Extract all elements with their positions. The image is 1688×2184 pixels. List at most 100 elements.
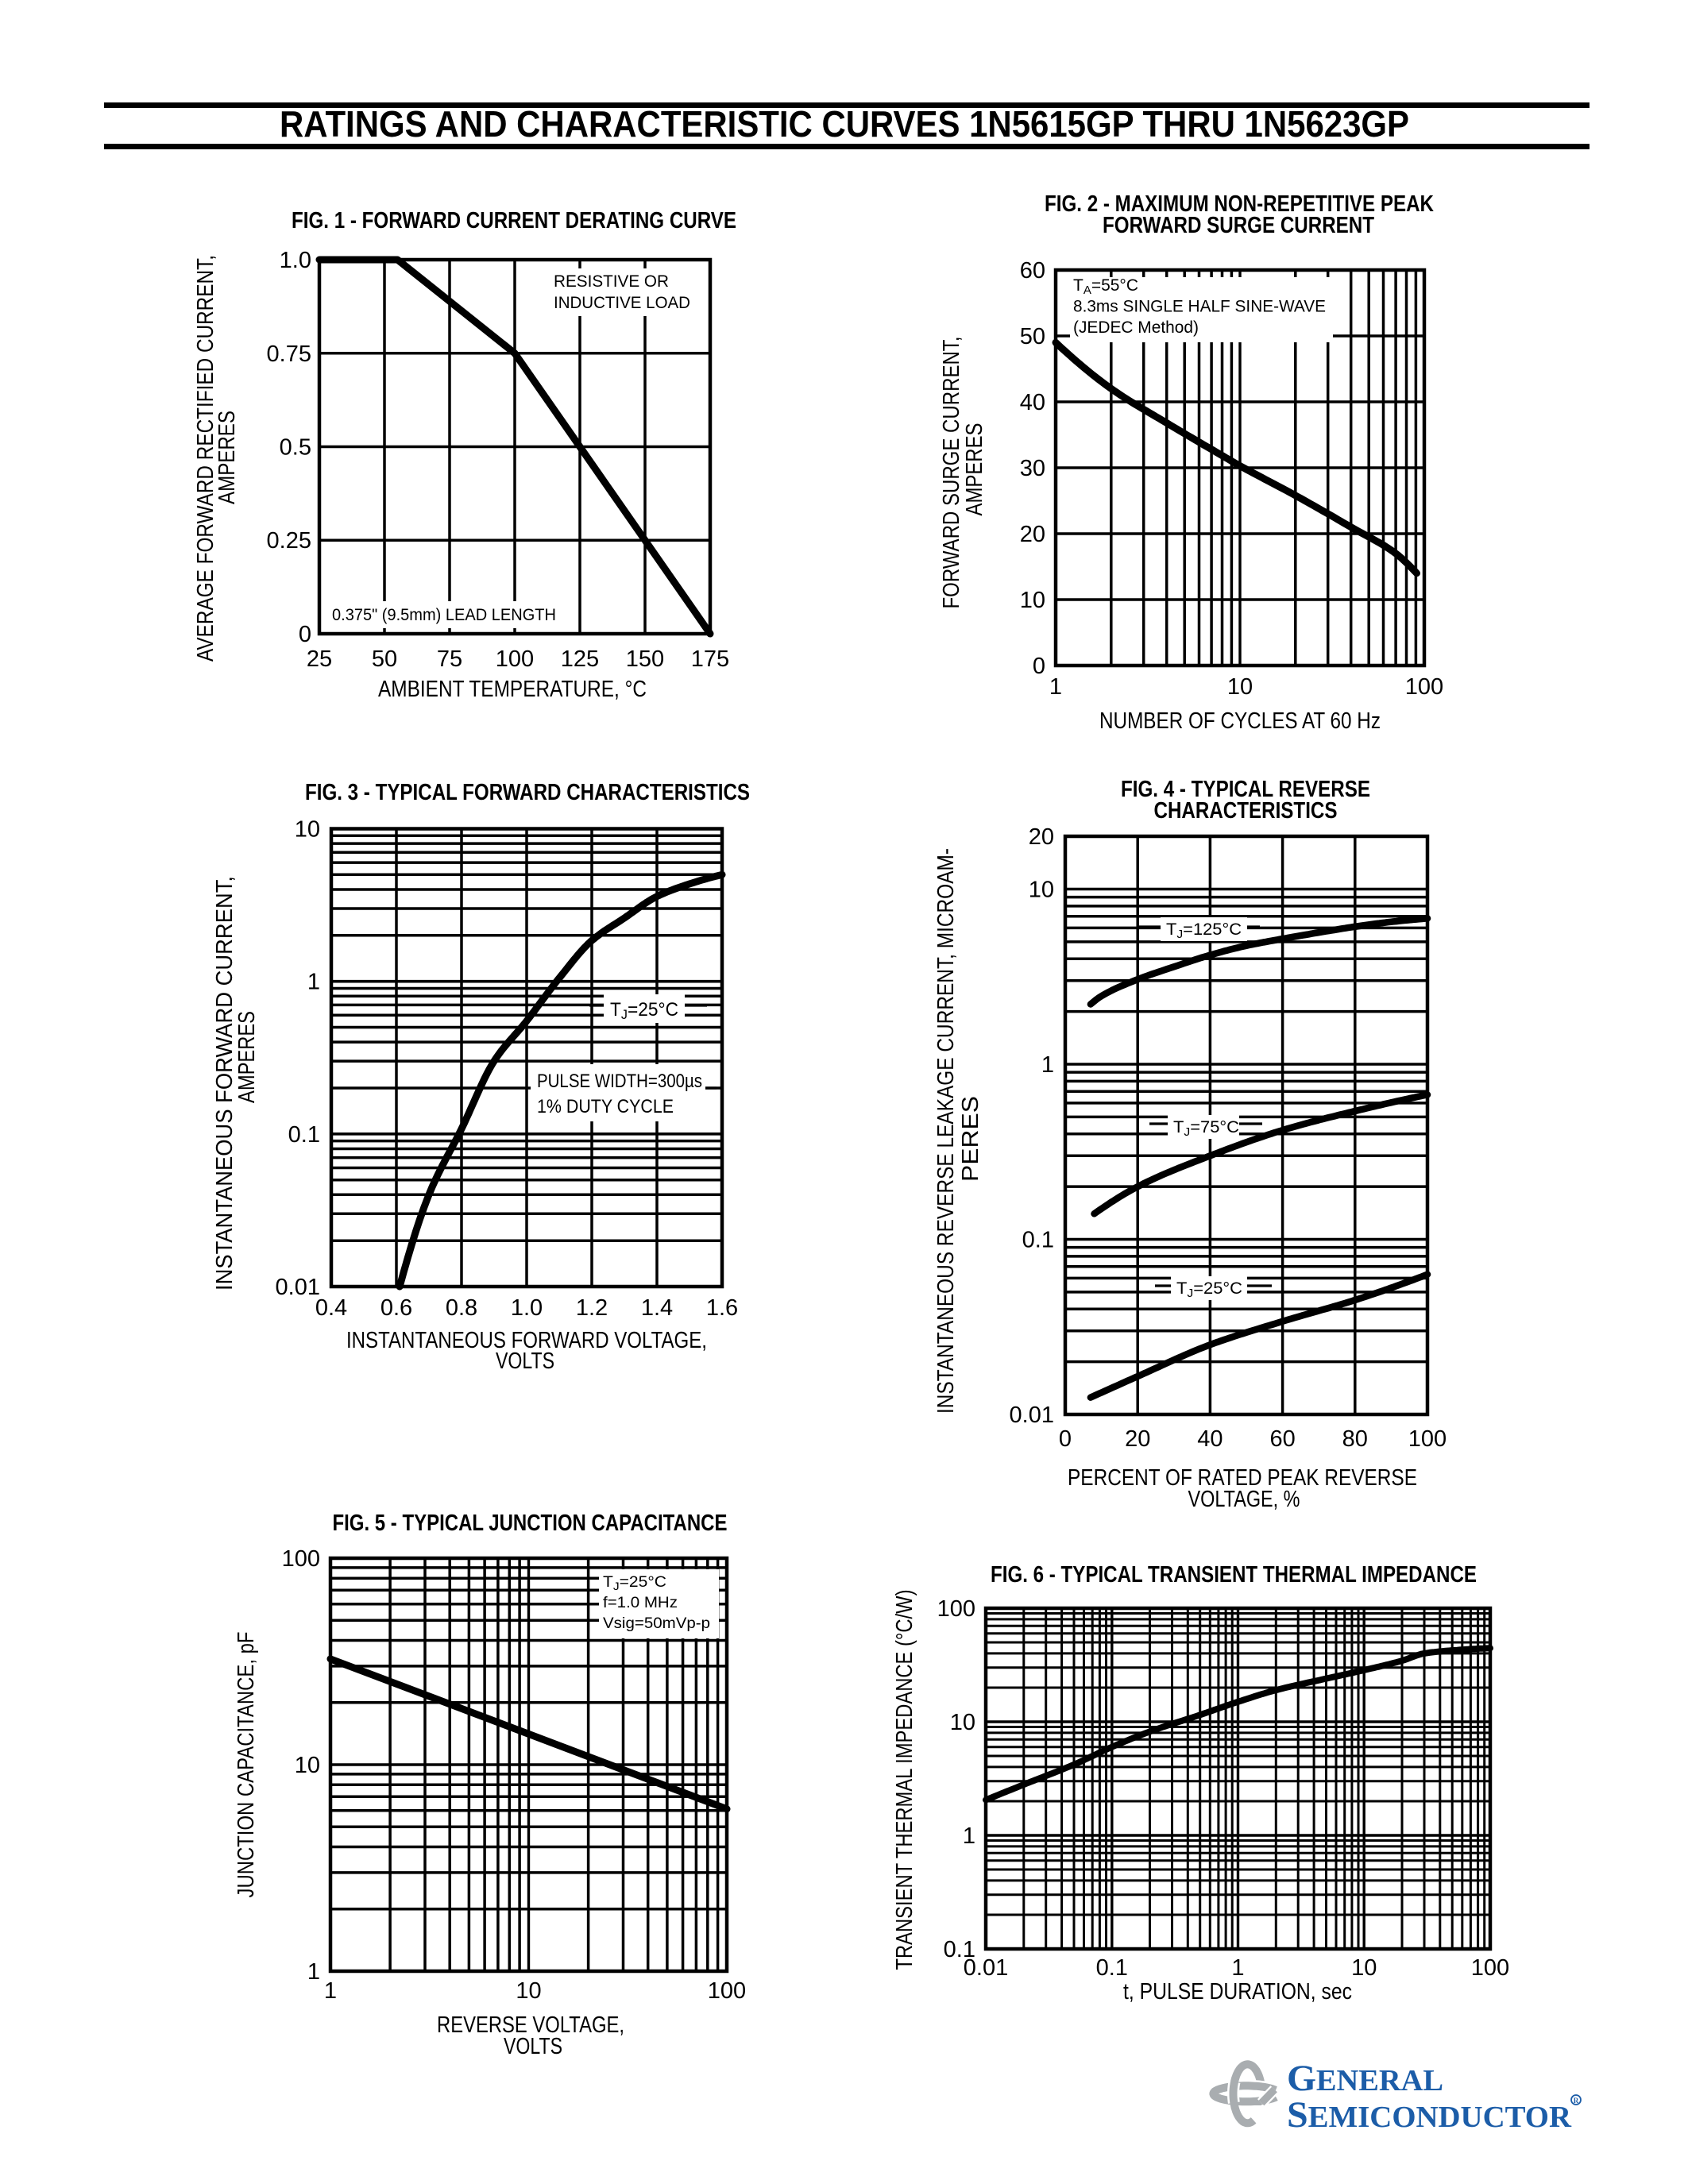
svg-text:0.01: 0.01	[1010, 1403, 1054, 1428]
svg-text:30: 30	[1020, 456, 1045, 481]
svg-text:100: 100	[708, 1978, 746, 2004]
svg-text:TRANSIENT THERMAL IMPEDANCE (°: TRANSIENT THERMAL IMPEDANCE (°C/W)	[892, 1590, 917, 1970]
svg-text:FIG. 5 - TYPICAL JUNCTION CAPA: FIG. 5 - TYPICAL JUNCTION CAPACITANCE	[333, 1511, 728, 1536]
svg-text:JUNCTION CAPACITANCE, pF: JUNCTION CAPACITANCE, pF	[234, 1632, 259, 1898]
svg-text:1: 1	[324, 1978, 337, 2004]
svg-text:SEMICONDUCTOR: SEMICONDUCTOR	[1287, 2094, 1572, 2136]
svg-text:1: 1	[1049, 674, 1062, 700]
svg-text:FORWARD SURGE CURRENT,: FORWARD SURGE CURRENT,	[939, 337, 964, 609]
svg-text:25: 25	[307, 646, 332, 672]
svg-text:50: 50	[1020, 324, 1045, 349]
svg-text:VOLTS: VOLTS	[496, 1349, 554, 1374]
svg-text:20: 20	[1125, 1426, 1150, 1452]
svg-text:INSTANTANEOUS FORWARD CURRENT,: INSTANTANEOUS FORWARD CURRENT,	[212, 876, 238, 1291]
svg-text:175: 175	[691, 646, 729, 672]
svg-text:10: 10	[950, 1710, 975, 1735]
svg-text:1.0: 1.0	[280, 248, 311, 273]
svg-text:100: 100	[282, 1546, 320, 1572]
svg-text:125: 125	[561, 646, 599, 672]
svg-text:1: 1	[1231, 1955, 1244, 1981]
svg-text:FIG. 2 - MAXIMUM NON-REPETITIV: FIG. 2 - MAXIMUM NON-REPETITIVE PEAK	[1045, 191, 1434, 217]
svg-text:AMPERES: AMPERES	[214, 411, 240, 504]
svg-text:1: 1	[307, 970, 320, 995]
svg-text:f=1.0 MHz: f=1.0 MHz	[603, 1595, 678, 1611]
svg-text:75: 75	[437, 646, 462, 672]
svg-text:1.4: 1.4	[641, 1295, 673, 1321]
svg-text:0.1: 0.1	[1022, 1228, 1054, 1253]
svg-text:TJ=25°C: TJ=25°C	[1176, 1279, 1242, 1300]
svg-text:10: 10	[1351, 1955, 1377, 1981]
svg-text:Vsig=50mVp-p: Vsig=50mVp-p	[603, 1615, 710, 1632]
svg-text:40: 40	[1197, 1426, 1223, 1452]
svg-text:INSTANTANEOUS REVERSE LEAKAGE: INSTANTANEOUS REVERSE LEAKAGE CURRENT, M…	[933, 848, 959, 1414]
svg-text:PULSE WIDTH=300µs: PULSE WIDTH=300µs	[537, 1071, 702, 1092]
svg-text:20: 20	[1029, 824, 1054, 850]
svg-text:0: 0	[1033, 654, 1045, 679]
svg-text:0: 0	[1059, 1426, 1072, 1452]
svg-text:NUMBER OF CYCLES AT 60 Hz: NUMBER OF CYCLES AT 60 Hz	[1099, 708, 1381, 734]
svg-text:10: 10	[516, 1978, 541, 2004]
svg-text:AVERAGE FORWARD RECTIFIED CURR: AVERAGE FORWARD RECTIFIED CURRENT,	[193, 255, 218, 662]
svg-text:TA=55°C: TA=55°C	[1073, 276, 1138, 297]
svg-text:INSTANTANEOUS FORWARD VOLTAGE,: INSTANTANEOUS FORWARD VOLTAGE,	[346, 1328, 707, 1353]
svg-text:0: 0	[299, 622, 311, 647]
svg-text:t, PULSE DURATION, sec: t, PULSE DURATION, sec	[1123, 1979, 1352, 2005]
svg-text:0.1: 0.1	[1096, 1955, 1128, 1981]
svg-text:VOLTAGE, %: VOLTAGE, %	[1188, 1487, 1300, 1512]
svg-text:0.01: 0.01	[964, 1955, 1008, 1981]
svg-text:8.3ms SINGLE HALF SINE-WAVE: 8.3ms SINGLE HALF SINE-WAVE	[1073, 298, 1326, 316]
svg-text:FIG. 6 - TYPICAL TRANSIENT THE: FIG. 6 - TYPICAL TRANSIENT THERMAL IMPED…	[991, 1562, 1477, 1588]
svg-text:VOLTS: VOLTS	[504, 2034, 562, 2059]
svg-text:AMBIENT TEMPERATURE, °C: AMBIENT TEMPERATURE, °C	[378, 677, 647, 702]
svg-text:R: R	[1574, 2097, 1579, 2105]
svg-text:20: 20	[1020, 522, 1045, 547]
svg-text:TJ=25°C: TJ=25°C	[610, 999, 678, 1022]
svg-text:RESISTIVE OR: RESISTIVE OR	[554, 272, 669, 291]
svg-text:1.0: 1.0	[511, 1295, 543, 1321]
svg-text:1.2: 1.2	[576, 1295, 608, 1321]
svg-text:0.5: 0.5	[280, 435, 311, 461]
svg-text:10: 10	[1020, 588, 1045, 613]
svg-text:1.6: 1.6	[706, 1295, 738, 1321]
svg-text:100: 100	[496, 646, 534, 672]
svg-text:10: 10	[1029, 878, 1054, 903]
svg-text:GENERAL: GENERAL	[1287, 2058, 1443, 2099]
svg-text:60: 60	[1020, 258, 1045, 284]
svg-text:0.01: 0.01	[276, 1275, 320, 1300]
svg-text:0.75: 0.75	[267, 341, 311, 367]
svg-text:60: 60	[1269, 1426, 1295, 1452]
svg-text:FIG. 3 - TYPICAL FORWARD CHARA: FIG. 3 - TYPICAL FORWARD CHARACTERISTICS	[305, 780, 750, 805]
svg-text:REVERSE VOLTAGE,: REVERSE VOLTAGE,	[437, 2012, 624, 2038]
svg-text:TJ=75°C: TJ=75°C	[1173, 1118, 1239, 1139]
svg-text:TJ=125°C: TJ=125°C	[1166, 920, 1242, 941]
svg-text:150: 150	[626, 646, 664, 672]
svg-text:0.1: 0.1	[944, 1937, 975, 1962]
svg-text:10: 10	[295, 1753, 320, 1778]
svg-text:10: 10	[295, 817, 320, 843]
svg-text:AMPERES: AMPERES	[962, 423, 987, 516]
svg-text:0.8: 0.8	[446, 1295, 477, 1321]
svg-text:PERES: PERES	[958, 1096, 983, 1182]
svg-text:0.4: 0.4	[315, 1295, 347, 1321]
svg-text:(JEDEC Method): (JEDEC Method)	[1073, 318, 1199, 337]
svg-text:100: 100	[1405, 674, 1443, 700]
svg-text:50: 50	[372, 646, 397, 672]
svg-text:1: 1	[1041, 1052, 1054, 1078]
svg-text:FIG. 1 - FORWARD CURRENT DERAT: FIG. 1 - FORWARD CURRENT DERATING CURVE	[292, 208, 736, 233]
svg-text:10: 10	[1227, 674, 1253, 700]
svg-text:80: 80	[1342, 1426, 1368, 1452]
svg-text:100: 100	[1471, 1955, 1509, 1981]
svg-text:100: 100	[937, 1596, 975, 1622]
svg-text:INDUCTIVE LOAD: INDUCTIVE LOAD	[554, 294, 690, 312]
svg-text:0.375" (9.5mm) LEAD LENGTH: 0.375" (9.5mm) LEAD LENGTH	[332, 606, 556, 624]
svg-text:1% DUTY CYCLE: 1% DUTY CYCLE	[537, 1096, 674, 1117]
svg-text:TJ=25°C: TJ=25°C	[603, 1574, 666, 1592]
svg-text:PERCENT OF RATED PEAK REVERSE: PERCENT OF RATED PEAK REVERSE	[1068, 1465, 1417, 1491]
svg-text:FIG. 4 - TYPICAL REVERSE: FIG. 4 - TYPICAL REVERSE	[1121, 777, 1370, 802]
svg-text:CHARACTERISTICS: CHARACTERISTICS	[1154, 798, 1338, 824]
svg-text:0.6: 0.6	[380, 1295, 412, 1321]
svg-text:0.1: 0.1	[288, 1122, 320, 1148]
svg-text:AMPERES: AMPERES	[234, 1011, 260, 1103]
svg-text:0.25: 0.25	[267, 528, 311, 554]
svg-text:FORWARD SURGE CURRENT: FORWARD SURGE CURRENT	[1103, 213, 1374, 238]
